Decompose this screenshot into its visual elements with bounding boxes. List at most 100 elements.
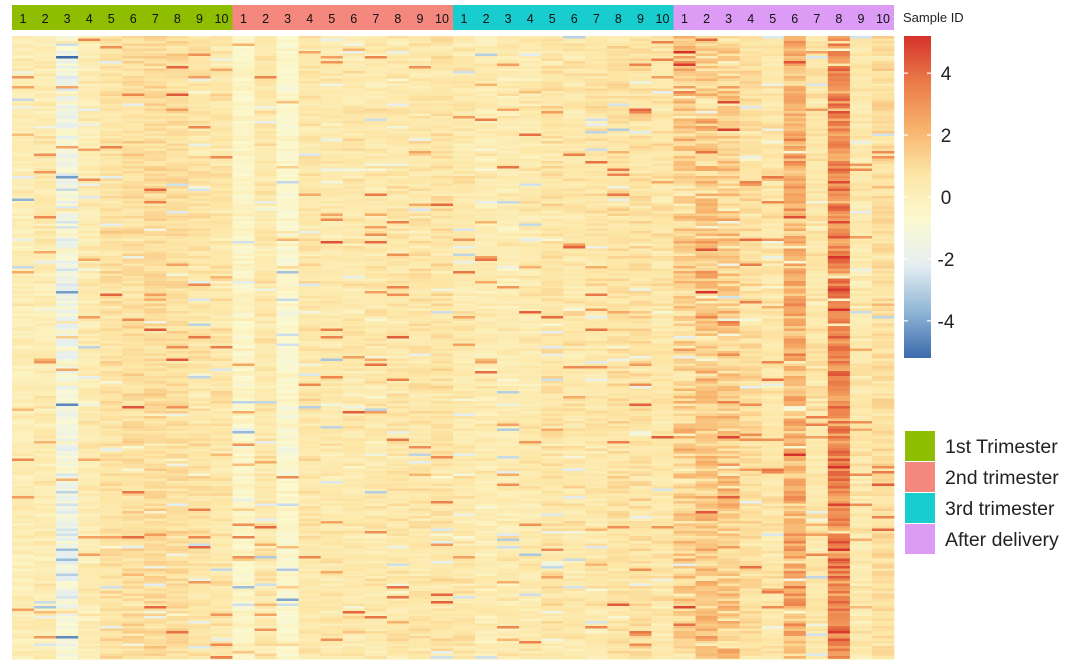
heatmap-cell [276, 118, 299, 122]
heatmap-cell [100, 41, 123, 44]
heatmap-cell [34, 628, 57, 632]
heatmap-cell [320, 568, 344, 572]
heatmap-cell [342, 628, 366, 632]
heatmap-cell [188, 503, 211, 507]
heatmap-cell [232, 308, 255, 312]
heatmap-cell [56, 473, 79, 477]
heatmap-cell [144, 311, 167, 314]
heatmap-cell [232, 163, 255, 167]
heatmap-cell [254, 53, 277, 57]
heatmap-cell [12, 408, 35, 412]
heatmap-cell [430, 568, 454, 572]
heatmap-cell [122, 208, 145, 212]
heatmap-column [78, 36, 101, 659]
heatmap-cell [408, 211, 432, 214]
heatmap-cell [188, 413, 211, 417]
heatmap-cell [298, 388, 321, 392]
heatmap-cell [430, 96, 454, 99]
heatmap-cell [56, 421, 79, 424]
heatmap-cell [408, 101, 432, 104]
heatmap-cell [364, 313, 388, 317]
heatmap-cell [232, 403, 255, 407]
heatmap-cell [166, 596, 189, 599]
heatmap-cell [188, 551, 211, 554]
heatmap-cell [210, 443, 233, 447]
heatmap-cell [276, 373, 299, 377]
heatmap-cell [34, 243, 57, 247]
heatmap-cell [122, 641, 145, 644]
heatmap-cell [430, 613, 454, 617]
heatmap-cell [386, 448, 410, 452]
heatmap-cell [430, 253, 454, 257]
heatmap-cell [100, 526, 123, 529]
heatmap-cell [408, 106, 432, 109]
heatmap-cell [34, 371, 57, 374]
heatmap-cell [122, 488, 145, 492]
heatmap-cell [100, 578, 123, 582]
heatmap-cell [78, 51, 101, 54]
heatmap-cell [320, 193, 344, 197]
heatmap-cell [408, 623, 432, 627]
heatmap-cell [408, 588, 432, 592]
heatmap-cell [34, 563, 57, 567]
heatmap-cell [364, 226, 388, 229]
heatmap-cell [364, 521, 388, 524]
heatmap-cell [386, 466, 410, 469]
heatmap-cell [276, 273, 299, 277]
heatmap-cell [166, 211, 189, 214]
heatmap-cell [232, 218, 255, 222]
heatmap-cell [342, 138, 366, 142]
heatmap-cell [78, 406, 101, 409]
heatmap-cell [166, 98, 189, 102]
heatmap-cell [100, 463, 123, 467]
heatmap-cell [100, 43, 123, 47]
heatmap-cell [12, 513, 35, 517]
heatmap-cell [298, 141, 321, 144]
heatmap-cell [34, 621, 57, 624]
heatmap-cell [276, 236, 299, 239]
heatmap-cell [56, 266, 79, 269]
heatmap-cell [56, 123, 79, 127]
heatmap-cell [210, 526, 233, 529]
heatmap-cell [210, 101, 233, 104]
heatmap-cell [298, 413, 321, 417]
heatmap-cell [166, 241, 189, 244]
heatmap-cell [166, 441, 189, 444]
heatmap-cell [78, 123, 101, 127]
heatmap-cell [34, 118, 57, 122]
heatmap-cell [56, 221, 79, 224]
heatmap-cell [320, 508, 344, 512]
heatmap-cell [12, 46, 35, 49]
heatmap-cell [122, 393, 145, 397]
heatmap-cell [430, 341, 454, 344]
heatmap-cell [166, 443, 189, 447]
heatmap-cell [342, 613, 366, 617]
heatmap-cell [320, 573, 344, 577]
heatmap-cell [144, 293, 167, 297]
heatmap-cell [386, 88, 410, 92]
heatmap-cell [342, 276, 366, 279]
heatmap-cell [408, 436, 432, 439]
heatmap-cell [298, 353, 321, 357]
heatmap-cell [78, 578, 101, 582]
heatmap-cell [430, 358, 454, 362]
heatmap-cell [364, 401, 388, 404]
heatmap-cell [100, 483, 123, 487]
heatmap-cell [232, 528, 255, 532]
heatmap-cell [12, 206, 35, 209]
heatmap-cell [210, 236, 233, 239]
heatmap-cell [188, 81, 211, 84]
heatmap-cell [254, 183, 277, 187]
heatmap-cell [320, 303, 344, 307]
heatmap-cell [34, 61, 57, 64]
heatmap-cell [342, 201, 366, 204]
heatmap-cell [254, 561, 277, 564]
heatmap-cell [408, 293, 432, 297]
heatmap-cell [298, 158, 321, 162]
heatmap-cell [408, 268, 432, 272]
heatmap-cell [122, 113, 145, 117]
heatmap-cell [34, 391, 57, 394]
heatmap-cell [276, 541, 299, 544]
heatmap-cell [408, 336, 432, 339]
heatmap-cell [408, 656, 432, 659]
